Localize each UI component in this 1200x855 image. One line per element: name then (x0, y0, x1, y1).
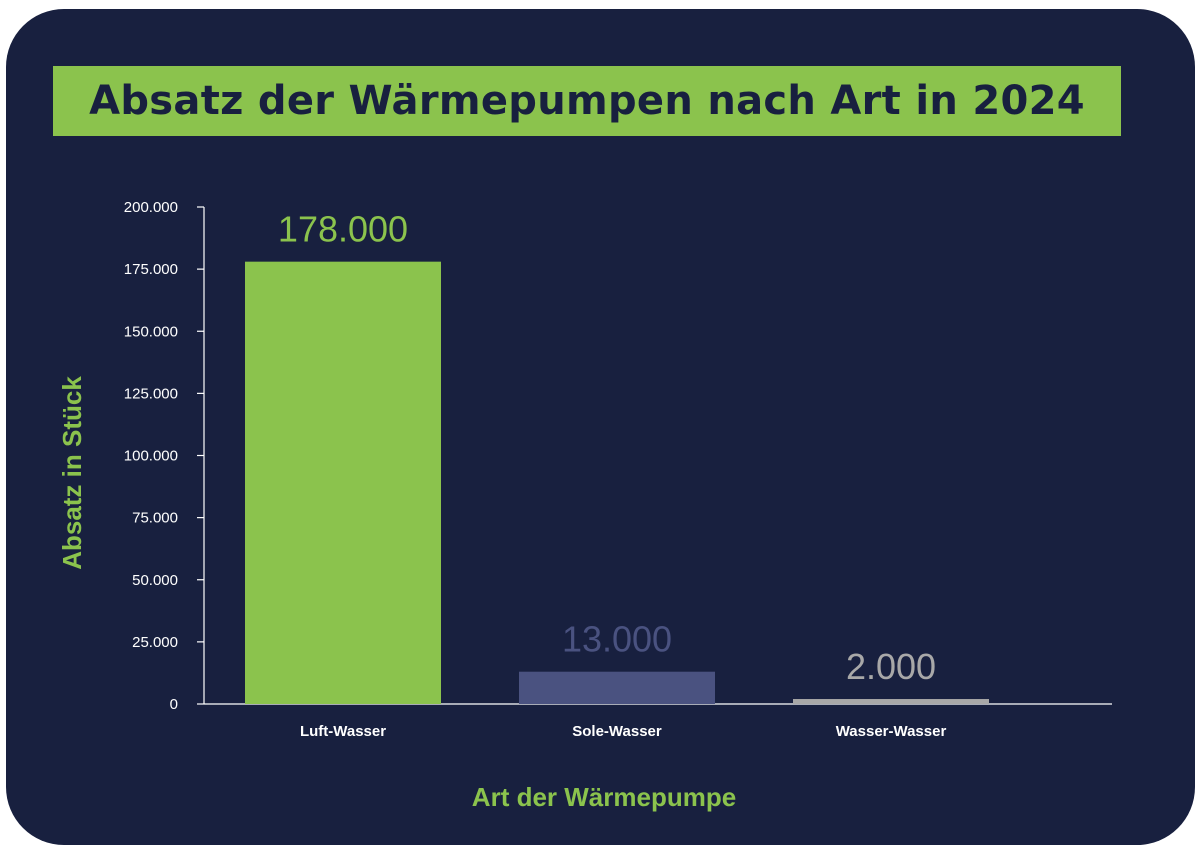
x-axis-title: Art der Wärmepumpe (472, 782, 736, 812)
bar-wasser-wasser (793, 699, 989, 704)
y-tick-label: 25.000 (132, 634, 178, 651)
bar-value-label: 13.000 (562, 619, 672, 660)
category-labels: Luft-Wasser Sole-Wasser Wasser-Wasser (300, 723, 947, 740)
chart-title-banner: Absatz der Wärmepumpen nach Art in 2024 (53, 66, 1121, 136)
y-axis-title: Absatz in Stück (57, 376, 87, 570)
y-tick-label: 100.000 (124, 448, 178, 465)
y-tick-label: 175.000 (124, 261, 178, 278)
chart-title: Absatz der Wärmepumpen nach Art in 2024 (89, 78, 1085, 124)
x-tick-label: Luft-Wasser (300, 723, 386, 740)
bar-value-label: 178.000 (278, 209, 408, 250)
bar-value-label: 2.000 (846, 646, 936, 687)
y-tick-label: 200.000 (124, 199, 178, 216)
value-labels: 178.000 13.000 2.000 (278, 209, 936, 687)
y-tick-label: 50.000 (132, 572, 178, 589)
y-tick-label: 75.000 (132, 510, 178, 527)
x-tick-label: Wasser-Wasser (836, 723, 947, 740)
y-tick-label: 0 (170, 696, 178, 713)
y-axis: 0 25.000 50.000 75.000 100.000 125.000 150.000… (124, 199, 205, 713)
bar-luft-wasser (245, 261, 441, 704)
bar-sole-wasser (519, 671, 715, 704)
y-tick-label: 125.000 (124, 385, 178, 402)
bars (245, 261, 989, 704)
y-tick-label: 150.000 (124, 323, 178, 340)
x-tick-label: Sole-Wasser (572, 723, 662, 740)
bar-chart: 0 25.000 50.000 75.000 100.000 125.000 150.000… (57, 199, 1112, 812)
chart-card: Absatz der Wärmepumpen nach Art in 2024 … (6, 9, 1195, 845)
